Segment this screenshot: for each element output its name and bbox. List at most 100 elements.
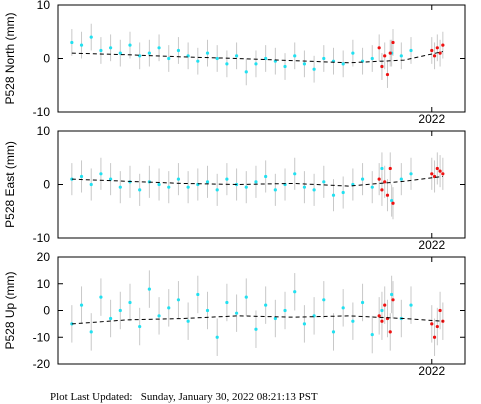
data-point — [109, 316, 113, 321]
data-point — [322, 180, 326, 184]
data-point — [225, 300, 229, 305]
data-point — [273, 188, 277, 192]
data-point — [225, 177, 229, 181]
data-point — [302, 185, 307, 189]
data-point — [89, 330, 93, 334]
data-point — [205, 51, 210, 55]
data-point — [70, 40, 74, 45]
data-point — [293, 290, 297, 294]
data-point — [370, 56, 374, 61]
data-point — [234, 311, 239, 315]
data-point — [432, 54, 437, 58]
data-point — [128, 43, 132, 47]
data-point — [128, 300, 132, 305]
data-point — [409, 48, 413, 53]
data-point — [138, 54, 142, 58]
data-point — [341, 190, 345, 195]
data-point — [399, 54, 403, 58]
data-point — [390, 198, 394, 203]
data-point — [138, 324, 142, 329]
data-point — [225, 62, 229, 66]
data-point — [390, 292, 394, 297]
y-tick-label: 10 — [37, 0, 51, 12]
footer: Plot Last Updated: Sunday, January 30, 2… — [50, 391, 318, 403]
data-point — [430, 322, 434, 326]
data-point — [441, 172, 445, 176]
x-tick-label: 2022 — [418, 112, 445, 126]
data-point — [79, 43, 84, 47]
data-point — [118, 308, 122, 313]
data-point — [264, 303, 268, 307]
data-point — [157, 182, 161, 187]
data-point — [377, 46, 381, 50]
data-point — [409, 172, 413, 176]
y-axis-label: P528 East (mm) — [3, 141, 17, 228]
data-point — [283, 308, 287, 313]
data-point — [331, 330, 336, 334]
data-point — [380, 166, 384, 171]
data-point — [264, 56, 268, 61]
data-point — [388, 166, 392, 171]
data-point — [360, 300, 365, 305]
data-point — [89, 182, 93, 187]
y-tick-label: -10 — [33, 330, 51, 344]
data-point — [341, 62, 345, 66]
data-point — [176, 298, 181, 302]
data-point — [254, 327, 258, 331]
data-point — [167, 56, 171, 61]
data-point — [99, 172, 103, 176]
data-point — [391, 298, 395, 302]
data-point — [244, 185, 248, 189]
data-point — [215, 188, 219, 192]
data-point — [89, 35, 93, 39]
data-point — [157, 314, 161, 318]
plot-frame — [57, 4, 466, 113]
data-point — [138, 188, 142, 192]
data-point — [215, 56, 219, 61]
data-point — [215, 335, 219, 339]
data-point — [264, 174, 268, 179]
plot-frame — [57, 256, 466, 365]
data-point — [79, 174, 84, 179]
data-point — [435, 166, 439, 171]
data-point — [167, 306, 171, 310]
data-point — [385, 72, 390, 77]
data-point — [176, 177, 181, 181]
data-point — [322, 298, 326, 302]
y-tick-label: 10 — [37, 277, 51, 291]
data-point — [312, 67, 316, 71]
plot-frame — [57, 130, 466, 239]
data-point — [383, 54, 387, 58]
data-point — [234, 54, 239, 58]
data-point — [254, 62, 258, 66]
y-tick-label: -10 — [33, 231, 51, 245]
data-point — [79, 303, 84, 307]
data-point — [380, 188, 384, 192]
data-point — [302, 322, 307, 326]
y-tick-label: 0 — [43, 52, 50, 66]
data-point — [432, 335, 437, 339]
data-point — [438, 169, 442, 173]
data-point — [118, 185, 122, 189]
data-point — [109, 177, 113, 181]
y-tick-label: 0 — [43, 304, 50, 318]
data-point — [370, 332, 374, 337]
x-tick-label: 2022 — [418, 364, 445, 378]
data-point — [377, 314, 381, 318]
data-point — [176, 48, 181, 53]
y-tick-label: 10 — [37, 124, 51, 138]
data-point — [273, 316, 277, 321]
data-point — [196, 59, 200, 63]
y-tick-label: 0 — [43, 178, 50, 192]
data-point — [157, 46, 161, 50]
data-point — [254, 180, 258, 184]
data-point — [244, 295, 248, 299]
data-point — [293, 172, 297, 176]
data-point — [331, 193, 336, 197]
data-point — [302, 62, 307, 66]
data-point — [383, 303, 387, 307]
data-point — [283, 64, 287, 69]
data-point — [244, 70, 248, 74]
trend-line — [71, 315, 443, 325]
